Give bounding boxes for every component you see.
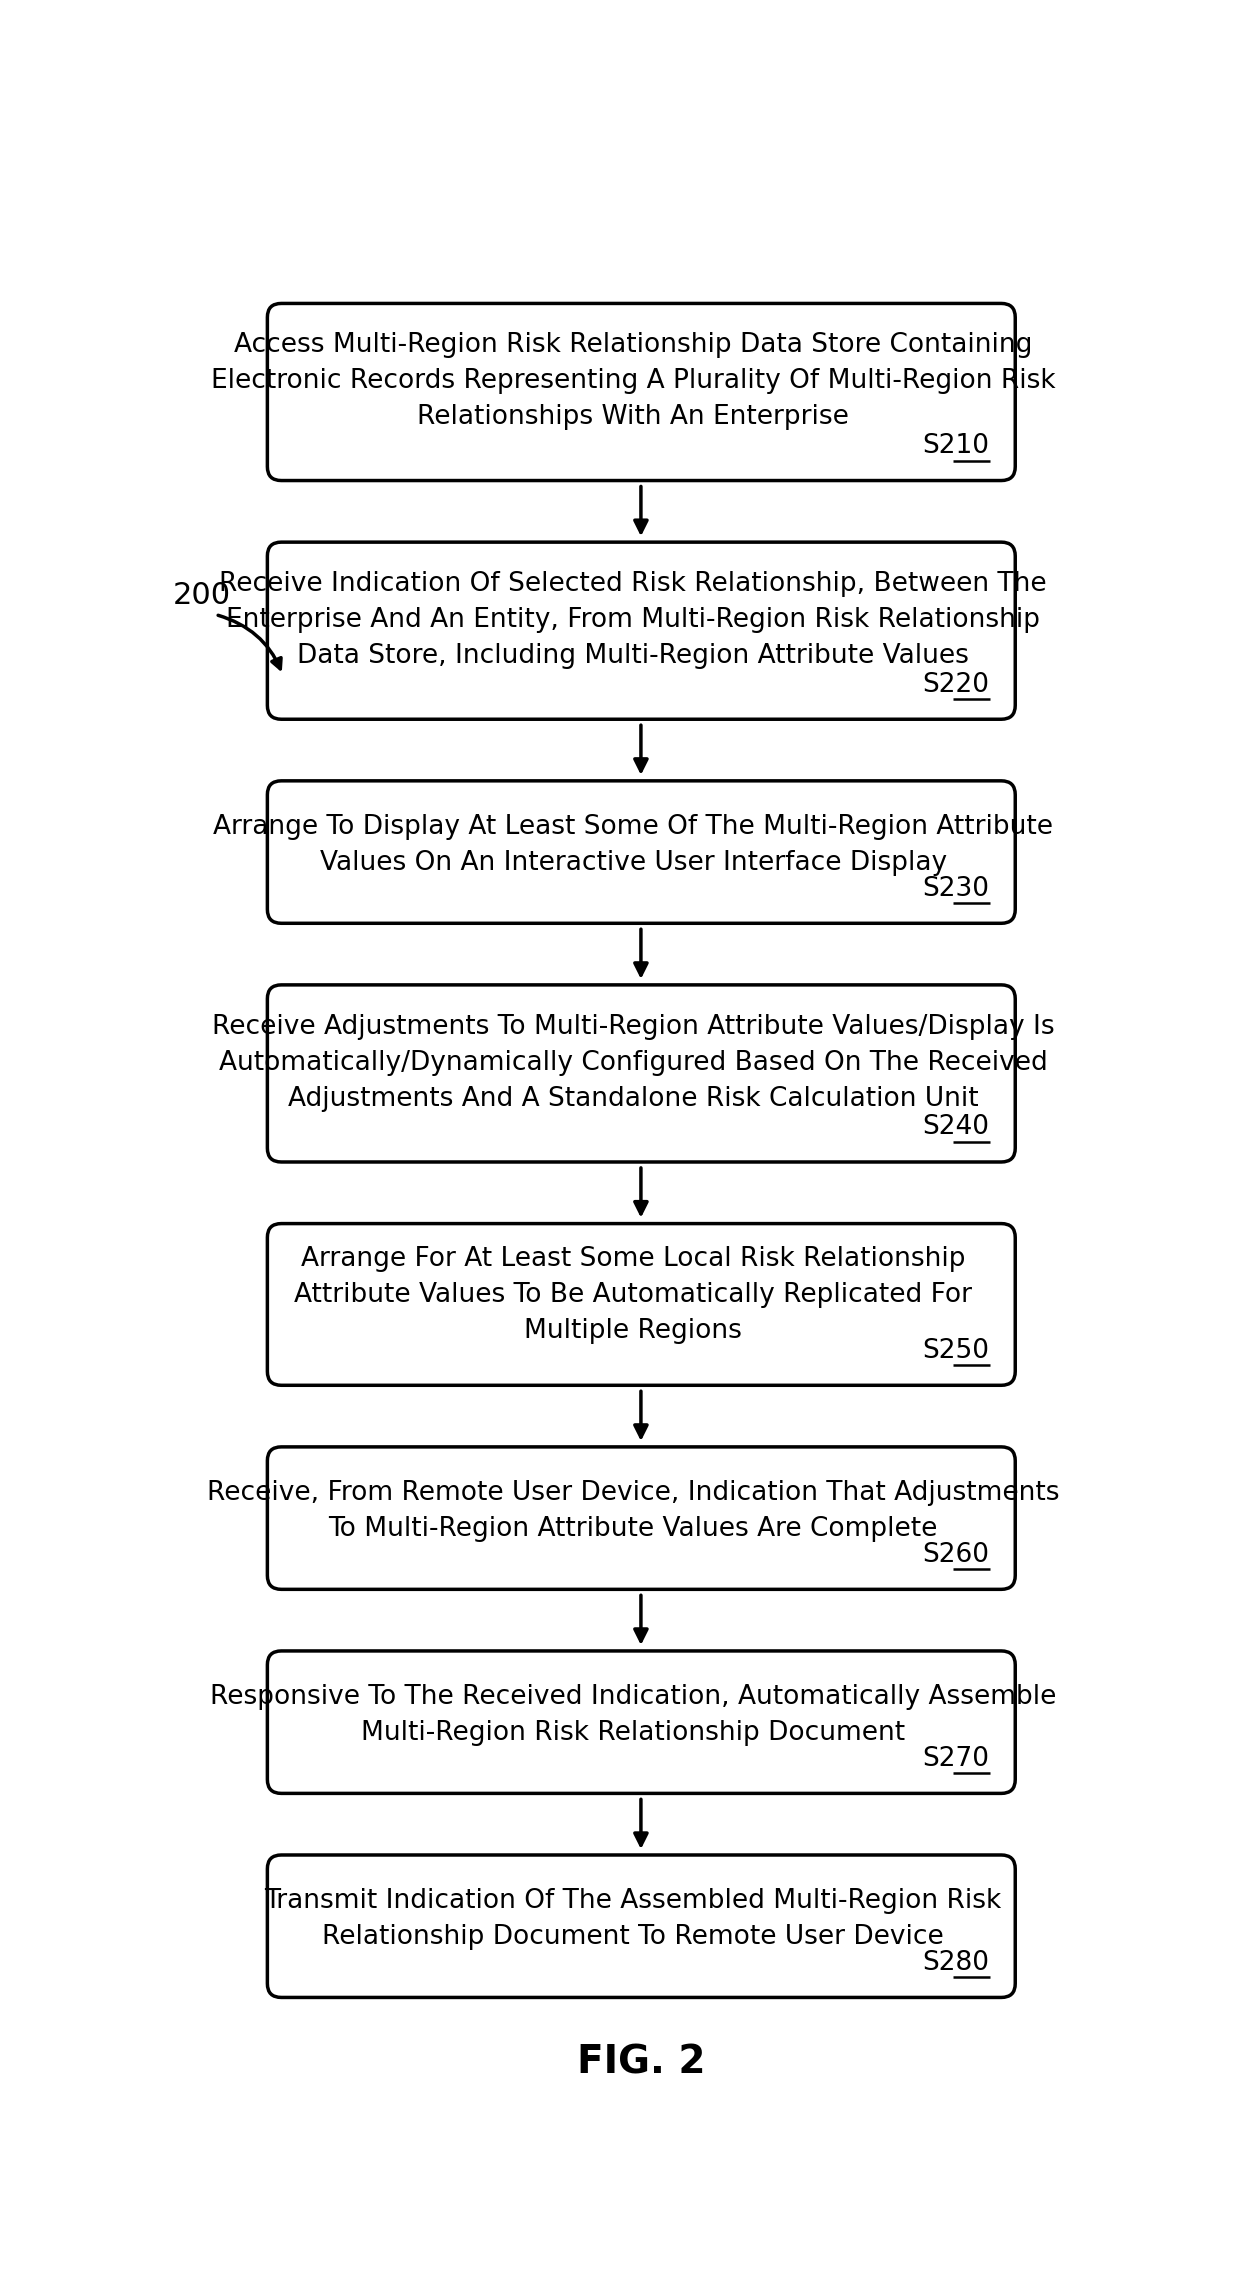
Text: 200: 200 — [172, 582, 231, 609]
Text: S240: S240 — [923, 1116, 990, 1141]
FancyBboxPatch shape — [268, 782, 1016, 922]
Text: S250: S250 — [923, 1338, 990, 1363]
FancyArrowPatch shape — [635, 1799, 647, 1845]
FancyBboxPatch shape — [268, 1652, 1016, 1793]
FancyBboxPatch shape — [268, 1854, 1016, 1997]
Text: S230: S230 — [923, 875, 990, 902]
FancyBboxPatch shape — [268, 1225, 1016, 1386]
Text: Arrange For At Least Some Local Risk Relationship
Attribute Values To Be Automat: Arrange For At Least Some Local Risk Rel… — [294, 1245, 972, 1343]
Text: Receive Indication Of Selected Risk Relationship, Between The
Enterprise And An : Receive Indication Of Selected Risk Rela… — [219, 570, 1047, 668]
FancyArrowPatch shape — [218, 616, 281, 668]
FancyArrowPatch shape — [635, 929, 647, 975]
Text: S210: S210 — [923, 434, 990, 459]
FancyBboxPatch shape — [268, 543, 1016, 720]
FancyArrowPatch shape — [635, 486, 647, 532]
Text: S260: S260 — [923, 1543, 990, 1568]
Text: Access Multi-Region Risk Relationship Data Store Containing
Electronic Records R: Access Multi-Region Risk Relationship Da… — [211, 332, 1055, 429]
FancyBboxPatch shape — [268, 1447, 1016, 1590]
Text: S220: S220 — [923, 673, 990, 698]
Text: Responsive To The Received Indication, Automatically Assemble
Multi-Region Risk : Responsive To The Received Indication, A… — [210, 1684, 1056, 1747]
Text: FIG. 2: FIG. 2 — [577, 2043, 706, 2081]
FancyArrowPatch shape — [635, 1595, 647, 1640]
Text: Receive Adjustments To Multi-Region Attribute Values/Display Is
Automatically/Dy: Receive Adjustments To Multi-Region Attr… — [212, 1013, 1054, 1111]
Text: Arrange To Display At Least Some Of The Multi-Region Attribute
Values On An Inte: Arrange To Display At Least Some Of The … — [213, 813, 1053, 877]
Text: Receive, From Remote User Device, Indication That Adjustments
To Multi-Region At: Receive, From Remote User Device, Indica… — [207, 1479, 1059, 1543]
FancyArrowPatch shape — [635, 1168, 647, 1213]
FancyArrowPatch shape — [635, 1390, 647, 1438]
FancyBboxPatch shape — [268, 984, 1016, 1161]
FancyArrowPatch shape — [635, 725, 647, 770]
Text: S280: S280 — [923, 1949, 990, 1977]
Text: Transmit Indication Of The Assembled Multi-Region Risk
Relationship Document To : Transmit Indication Of The Assembled Mul… — [264, 1888, 1002, 1949]
Text: S270: S270 — [923, 1745, 990, 1772]
FancyBboxPatch shape — [268, 304, 1016, 482]
